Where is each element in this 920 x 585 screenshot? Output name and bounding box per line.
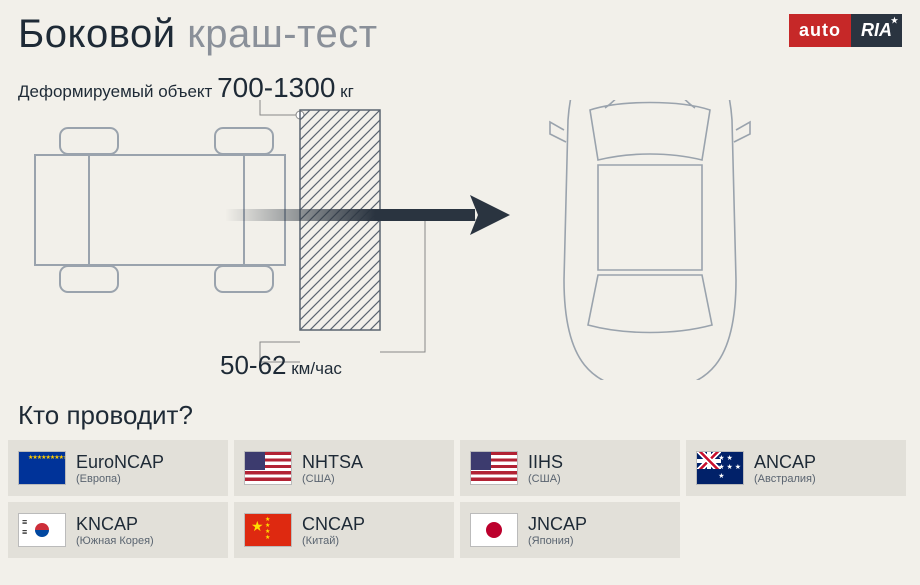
org-name: KNCAP: [76, 514, 154, 535]
flag-icon: [470, 451, 518, 485]
org-name: ANCAP: [754, 452, 816, 473]
flag-icon: [18, 451, 66, 485]
org-region: (Австралия): [754, 473, 816, 485]
org-name: IIHS: [528, 452, 563, 473]
org-item: KNCAP (Южная Корея): [8, 502, 228, 558]
org-name: NHTSA: [302, 452, 363, 473]
target-car: [550, 100, 750, 380]
flag-icon: [696, 451, 744, 485]
flag-icon: [470, 513, 518, 547]
org-item: ANCAP (Австралия): [686, 440, 906, 496]
weight-unit: кг: [340, 82, 354, 101]
organizations-grid: EuroNCAP (Европа) NHTSA (США) IIHS (США)…: [8, 440, 912, 558]
flag-icon: [244, 513, 292, 547]
flag-icon: [18, 513, 66, 547]
weight-text: Деформируемый объект: [18, 82, 212, 101]
flag-icon: [244, 451, 292, 485]
org-region: (США): [528, 473, 563, 485]
org-region: (США): [302, 473, 363, 485]
org-region: (Япония): [528, 535, 587, 547]
speed-value: 50-62: [220, 350, 287, 380]
org-region: (Европа): [76, 473, 164, 485]
org-item: CNCAP (Китай): [234, 502, 454, 558]
who-conducts-label: Кто проводит?: [18, 400, 193, 431]
title-bold: Боковой: [18, 12, 176, 56]
logo-ria: RIA: [851, 14, 902, 47]
speed-label: 50-62 км/час: [220, 350, 342, 381]
org-item: IIHS (США): [460, 440, 680, 496]
logo-auto: auto: [789, 14, 851, 47]
crash-diagram: [0, 100, 920, 380]
brand-logo: auto RIA: [789, 12, 902, 48]
speed-unit: км/час: [291, 359, 342, 378]
org-item: EuroNCAP (Европа): [8, 440, 228, 496]
weight-value: 700-1300: [217, 72, 335, 103]
org-item: JNCAP (Япония): [460, 502, 680, 558]
org-item: NHTSA (США): [234, 440, 454, 496]
org-name: CNCAP: [302, 514, 365, 535]
org-region: (Китай): [302, 535, 365, 547]
org-name: EuroNCAP: [76, 452, 164, 473]
page-title: Боковой краш-тест: [18, 12, 378, 57]
title-light: краш-тест: [187, 12, 377, 56]
org-name: JNCAP: [528, 514, 587, 535]
org-region: (Южная Корея): [76, 535, 154, 547]
